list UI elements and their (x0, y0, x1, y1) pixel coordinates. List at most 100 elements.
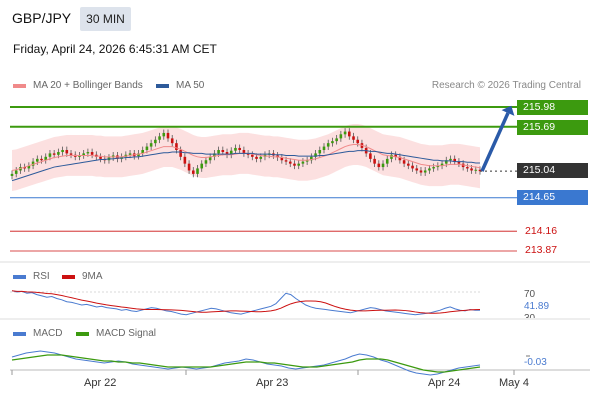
candle-body-92 (398, 156, 402, 161)
candle-body-88 (381, 163, 385, 168)
candle-body-6 (35, 158, 39, 162)
candle-body-50 (221, 149, 225, 153)
rsi-ma-line (11, 290, 481, 314)
candle-body-102 (440, 163, 444, 166)
bollinger-band-area (12, 124, 480, 191)
candle-body-59 (259, 156, 263, 159)
candle-body-106 (457, 161, 461, 164)
candle-body-80 (347, 131, 351, 137)
timestamp: Friday, April 24, 2026 6:45:31 AM CET (13, 42, 217, 56)
candle-body-97 (419, 170, 423, 173)
candle-body-70 (305, 160, 309, 162)
candle-body-30 (137, 153, 140, 157)
candle-body-86 (373, 158, 376, 164)
candle-body-36 (162, 132, 166, 137)
candle-body-76 (331, 141, 334, 144)
candle-body-64 (280, 157, 284, 161)
legend-ma20-label: MA 20 + Bollinger Bands (33, 80, 143, 91)
candle-body-34 (154, 139, 157, 144)
rsi-line (11, 290, 481, 316)
legend-rsi-ma-label: 9MA (82, 271, 103, 282)
ma20-swatch (13, 83, 26, 88)
level-label-213.87: 213.87 (525, 244, 558, 256)
candle-body-38 (170, 138, 174, 144)
candle-body-98 (423, 170, 427, 173)
candle-body-73 (318, 149, 322, 154)
candle-body-48 (213, 153, 216, 157)
candle-body-11 (57, 152, 60, 155)
legend-rsi-ma: 9MA (62, 271, 103, 282)
x-tick-may4: May 4 (499, 377, 529, 389)
interval-button[interactable]: 30 MIN (80, 7, 131, 31)
legend-macd-label: MACD (33, 328, 63, 339)
candle-body-44 (196, 168, 199, 174)
macd-swatch (13, 331, 26, 336)
candle-body-3 (23, 167, 26, 169)
candle-body-52 (229, 150, 233, 155)
candle-body-57 (251, 154, 254, 157)
candle-body-94 (407, 163, 410, 166)
candle-body-14 (69, 153, 73, 155)
candle-body-5 (31, 161, 35, 166)
candle-body-100 (432, 167, 435, 169)
candle-body-108 (466, 167, 469, 169)
candle-body-51 (225, 152, 229, 155)
level-label-214.65: 214.65 (517, 190, 588, 205)
candle-body-81 (352, 136, 355, 140)
candle-body-67 (293, 163, 296, 166)
candle-body-41 (183, 156, 187, 164)
candle-body-99 (428, 168, 431, 171)
symbol-title: GBP/JPY (12, 10, 72, 26)
candle-body-65 (284, 160, 288, 162)
candle-body-32 (145, 146, 149, 150)
x-tick-apr24: Apr 24 (428, 377, 461, 389)
candle-body-40 (179, 149, 182, 157)
candle-body-101 (436, 165, 440, 168)
legend-macd-signal: MACD Signal (76, 328, 156, 339)
candle-body-53 (234, 147, 237, 151)
candle-body-28 (128, 153, 132, 155)
candle-body-46 (204, 160, 208, 164)
ma50-swatch (156, 83, 169, 88)
candle-body-71 (310, 156, 313, 161)
candle-body-75 (326, 143, 330, 147)
candle-body-103 (444, 160, 448, 164)
credit: Research © 2026 Trading Central (431, 80, 581, 91)
candle-body-31 (141, 149, 145, 154)
rsi-level-70: 70 (524, 289, 536, 300)
last-price-label: 215.04 (517, 163, 588, 178)
candle-body-43 (191, 170, 195, 174)
legend-ma50: MA 50 (156, 80, 204, 91)
candle-body-39 (175, 143, 178, 150)
candle-body-90 (390, 154, 393, 159)
candle-body-85 (369, 153, 372, 159)
candle-body-68 (297, 163, 301, 166)
candle-body-0 (10, 173, 14, 176)
candle-body-35 (158, 136, 161, 140)
level-label-215.69: 215.69 (517, 120, 588, 135)
candle-body-109 (470, 168, 473, 171)
rsi-level-30: 30 (524, 313, 535, 318)
level-label-214.16: 214.16 (525, 225, 558, 237)
candle-body-13 (65, 149, 69, 154)
legend-macd: MACD (13, 328, 62, 339)
candle-body-89 (385, 158, 389, 164)
projection-arrow-head (501, 105, 515, 116)
rsi-swatch (13, 274, 26, 279)
candle-body-37 (166, 132, 170, 139)
level-label-215.98: 215.98 (517, 100, 588, 115)
rsi-ma-swatch (62, 274, 75, 279)
candle-body-111 (478, 169, 482, 172)
candle-body-4 (27, 165, 31, 169)
macd-signal-swatch (76, 331, 89, 336)
macd-value: -0.03 (524, 357, 547, 368)
candle-body-21 (99, 156, 102, 159)
ma50-line (11, 150, 480, 182)
candle-body-33 (149, 143, 153, 147)
candle-body-55 (242, 149, 246, 154)
candle-body-18 (86, 152, 90, 154)
candle-body-79 (343, 131, 347, 135)
candle-body-8 (44, 156, 48, 161)
candle-body-12 (61, 149, 64, 153)
